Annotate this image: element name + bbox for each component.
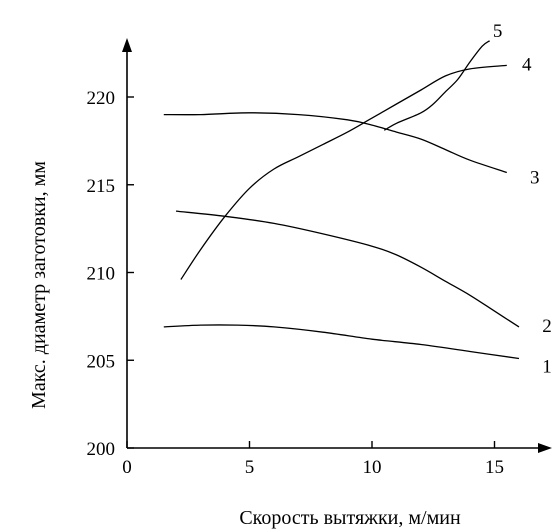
x-axis-arrow (538, 443, 552, 453)
y-axis-arrow (122, 38, 132, 52)
series-line-5 (383, 40, 490, 131)
series-label-4: 4 (522, 54, 532, 75)
y-tick-label: 205 (87, 351, 116, 372)
y-tick-label: 215 (87, 176, 116, 197)
series-labels: 1 2 3 45 (493, 21, 552, 378)
series-label-1: 1 (542, 356, 552, 377)
series-line-3 (163, 112, 508, 174)
series-label-5: 5 (493, 21, 503, 42)
series-lines (163, 40, 520, 360)
y-tick-label: 210 (87, 264, 116, 285)
series-label-3: 3 (530, 167, 540, 188)
series-line-1 (163, 324, 520, 360)
x-tick-label: 0 (122, 457, 132, 478)
y-tick-label: 200 (87, 439, 116, 460)
y-axis-title: Макс. диаметр заготовки, мм (28, 161, 50, 409)
series-line-4 (180, 64, 507, 280)
series-label-2: 2 (542, 316, 552, 337)
x-axis-title: Скорость вытяжки, м/мин (239, 507, 461, 529)
x-tick-label: 15 (485, 457, 504, 478)
y-tick-label: 220 (87, 88, 116, 109)
x-tick-label: 10 (363, 457, 382, 478)
x-tick-label: 5 (245, 457, 255, 478)
ticks (126, 96, 496, 449)
series-line-2 (175, 210, 520, 328)
tick-labels: 0 5 10 15 200 205 210 215 220 (87, 88, 505, 478)
